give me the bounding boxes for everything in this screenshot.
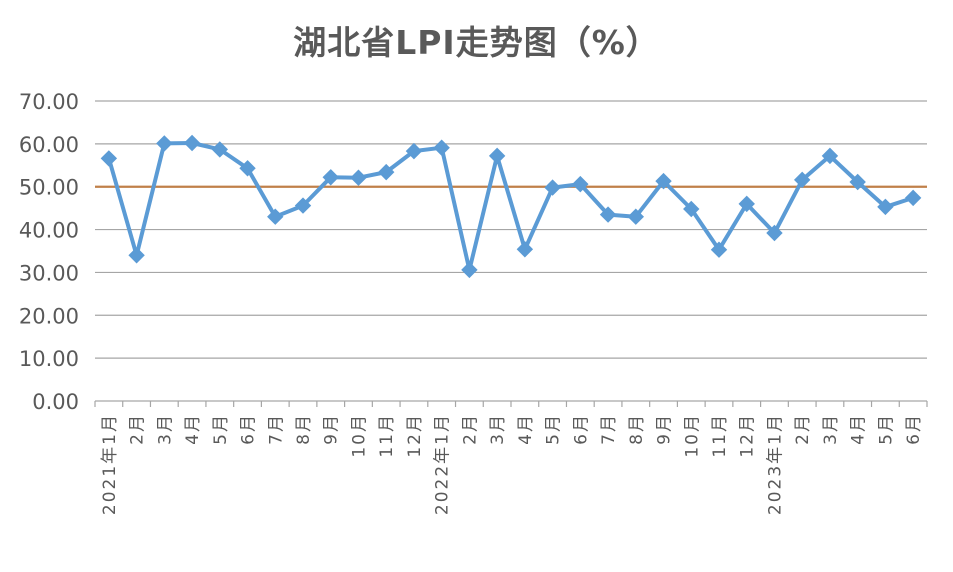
y-tick-label: 30.00 [19, 261, 79, 285]
x-tick-label: 6月 [904, 413, 924, 445]
x-tick-label: 6月 [239, 413, 259, 445]
x-tick-label: 2022年1月 [433, 413, 453, 515]
data-point-marker [904, 189, 922, 207]
data-point-marker [350, 169, 367, 186]
series-line [106, 141, 914, 272]
data-point-marker [627, 208, 645, 225]
x-tick-label: 3月 [488, 413, 508, 445]
x-tick-label: 5月 [876, 413, 896, 445]
data-point-marker [294, 197, 312, 214]
y-tick-label: 70.00 [19, 90, 79, 114]
x-tick-label: 5月 [211, 413, 231, 445]
data-point-marker [766, 224, 783, 242]
x-tick-label: 2023年1月 [765, 413, 785, 515]
data-point-marker [377, 163, 395, 181]
chart-title: 湖北省LPI走势图（%） [293, 23, 660, 62]
y-tick-label: 10.00 [19, 347, 79, 371]
data-point-marker [683, 200, 700, 218]
data-point-marker [572, 175, 589, 193]
data-point-marker [156, 135, 173, 152]
x-tick-label: 2月 [793, 413, 813, 445]
y-tick-label: 40.00 [19, 219, 79, 243]
data-point-marker [267, 208, 284, 225]
x-tick-label: 12月 [738, 413, 758, 458]
data-point-marker [239, 160, 256, 177]
y-tick-label: 0.00 [32, 390, 79, 414]
data-point-marker [461, 261, 478, 279]
data-point-marker [821, 147, 839, 165]
x-tick-label: 8月 [627, 413, 647, 445]
x-tick-label: 11月 [710, 413, 730, 458]
x-tick-label: 4月 [516, 413, 536, 445]
x-tick-label: 12月 [405, 413, 425, 458]
x-tick-label: 10月 [349, 413, 369, 458]
x-tick-label: 7月 [599, 413, 619, 445]
data-point-marker [599, 206, 617, 223]
x-tick-label: 5月 [544, 413, 564, 445]
data-point-marker [433, 139, 450, 156]
x-tick-label: 9月 [322, 413, 342, 445]
x-tick-label: 6月 [571, 413, 591, 445]
y-axis: 0.00 10.00 20.00 30.00 40.00 50.00 60.00 70.00 [19, 90, 79, 414]
data-point-marker [793, 171, 811, 189]
x-tick-label: 2月 [460, 413, 480, 445]
data-point-marker [100, 150, 118, 167]
gridlines [95, 100, 927, 359]
data-point-marker [211, 141, 229, 158]
x-tick-label: 7月 [266, 413, 286, 445]
x-tick-label: 9月 [655, 413, 675, 445]
x-tick-label: 2021年1月 [100, 413, 120, 515]
y-tick-label: 50.00 [19, 176, 79, 200]
x-tick-label: 4月 [183, 413, 203, 445]
data-point-marker [322, 169, 339, 186]
lpi-series [100, 134, 922, 279]
data-point-marker [516, 241, 534, 258]
x-tick-label: 8月 [294, 413, 314, 445]
x-tick-label: 3月 [821, 413, 841, 445]
y-tick-label: 60.00 [19, 133, 79, 157]
data-point-marker [405, 142, 423, 160]
x-tick-label: 11月 [377, 413, 397, 458]
data-point-marker [738, 195, 755, 213]
data-point-marker [655, 172, 672, 190]
x-tick-label: 10月 [682, 413, 702, 458]
data-point-marker [183, 134, 201, 152]
x-tick-label: 2月 [128, 413, 148, 445]
data-point-marker [849, 173, 866, 191]
data-point-marker [488, 147, 506, 165]
x-axis: 2021年1月 2月 3月 4月 5月 6月 7月 8月 9月 10月 11月 12月 2022年1月 2… [94, 400, 928, 515]
data-point-marker [877, 198, 894, 216]
y-tick-label: 20.00 [19, 304, 79, 328]
data-point-marker [710, 241, 728, 258]
x-tick-label: 3月 [155, 413, 175, 445]
data-point-marker [544, 179, 561, 196]
data-point-marker [128, 247, 145, 264]
x-tick-label: 4月 [849, 413, 869, 445]
